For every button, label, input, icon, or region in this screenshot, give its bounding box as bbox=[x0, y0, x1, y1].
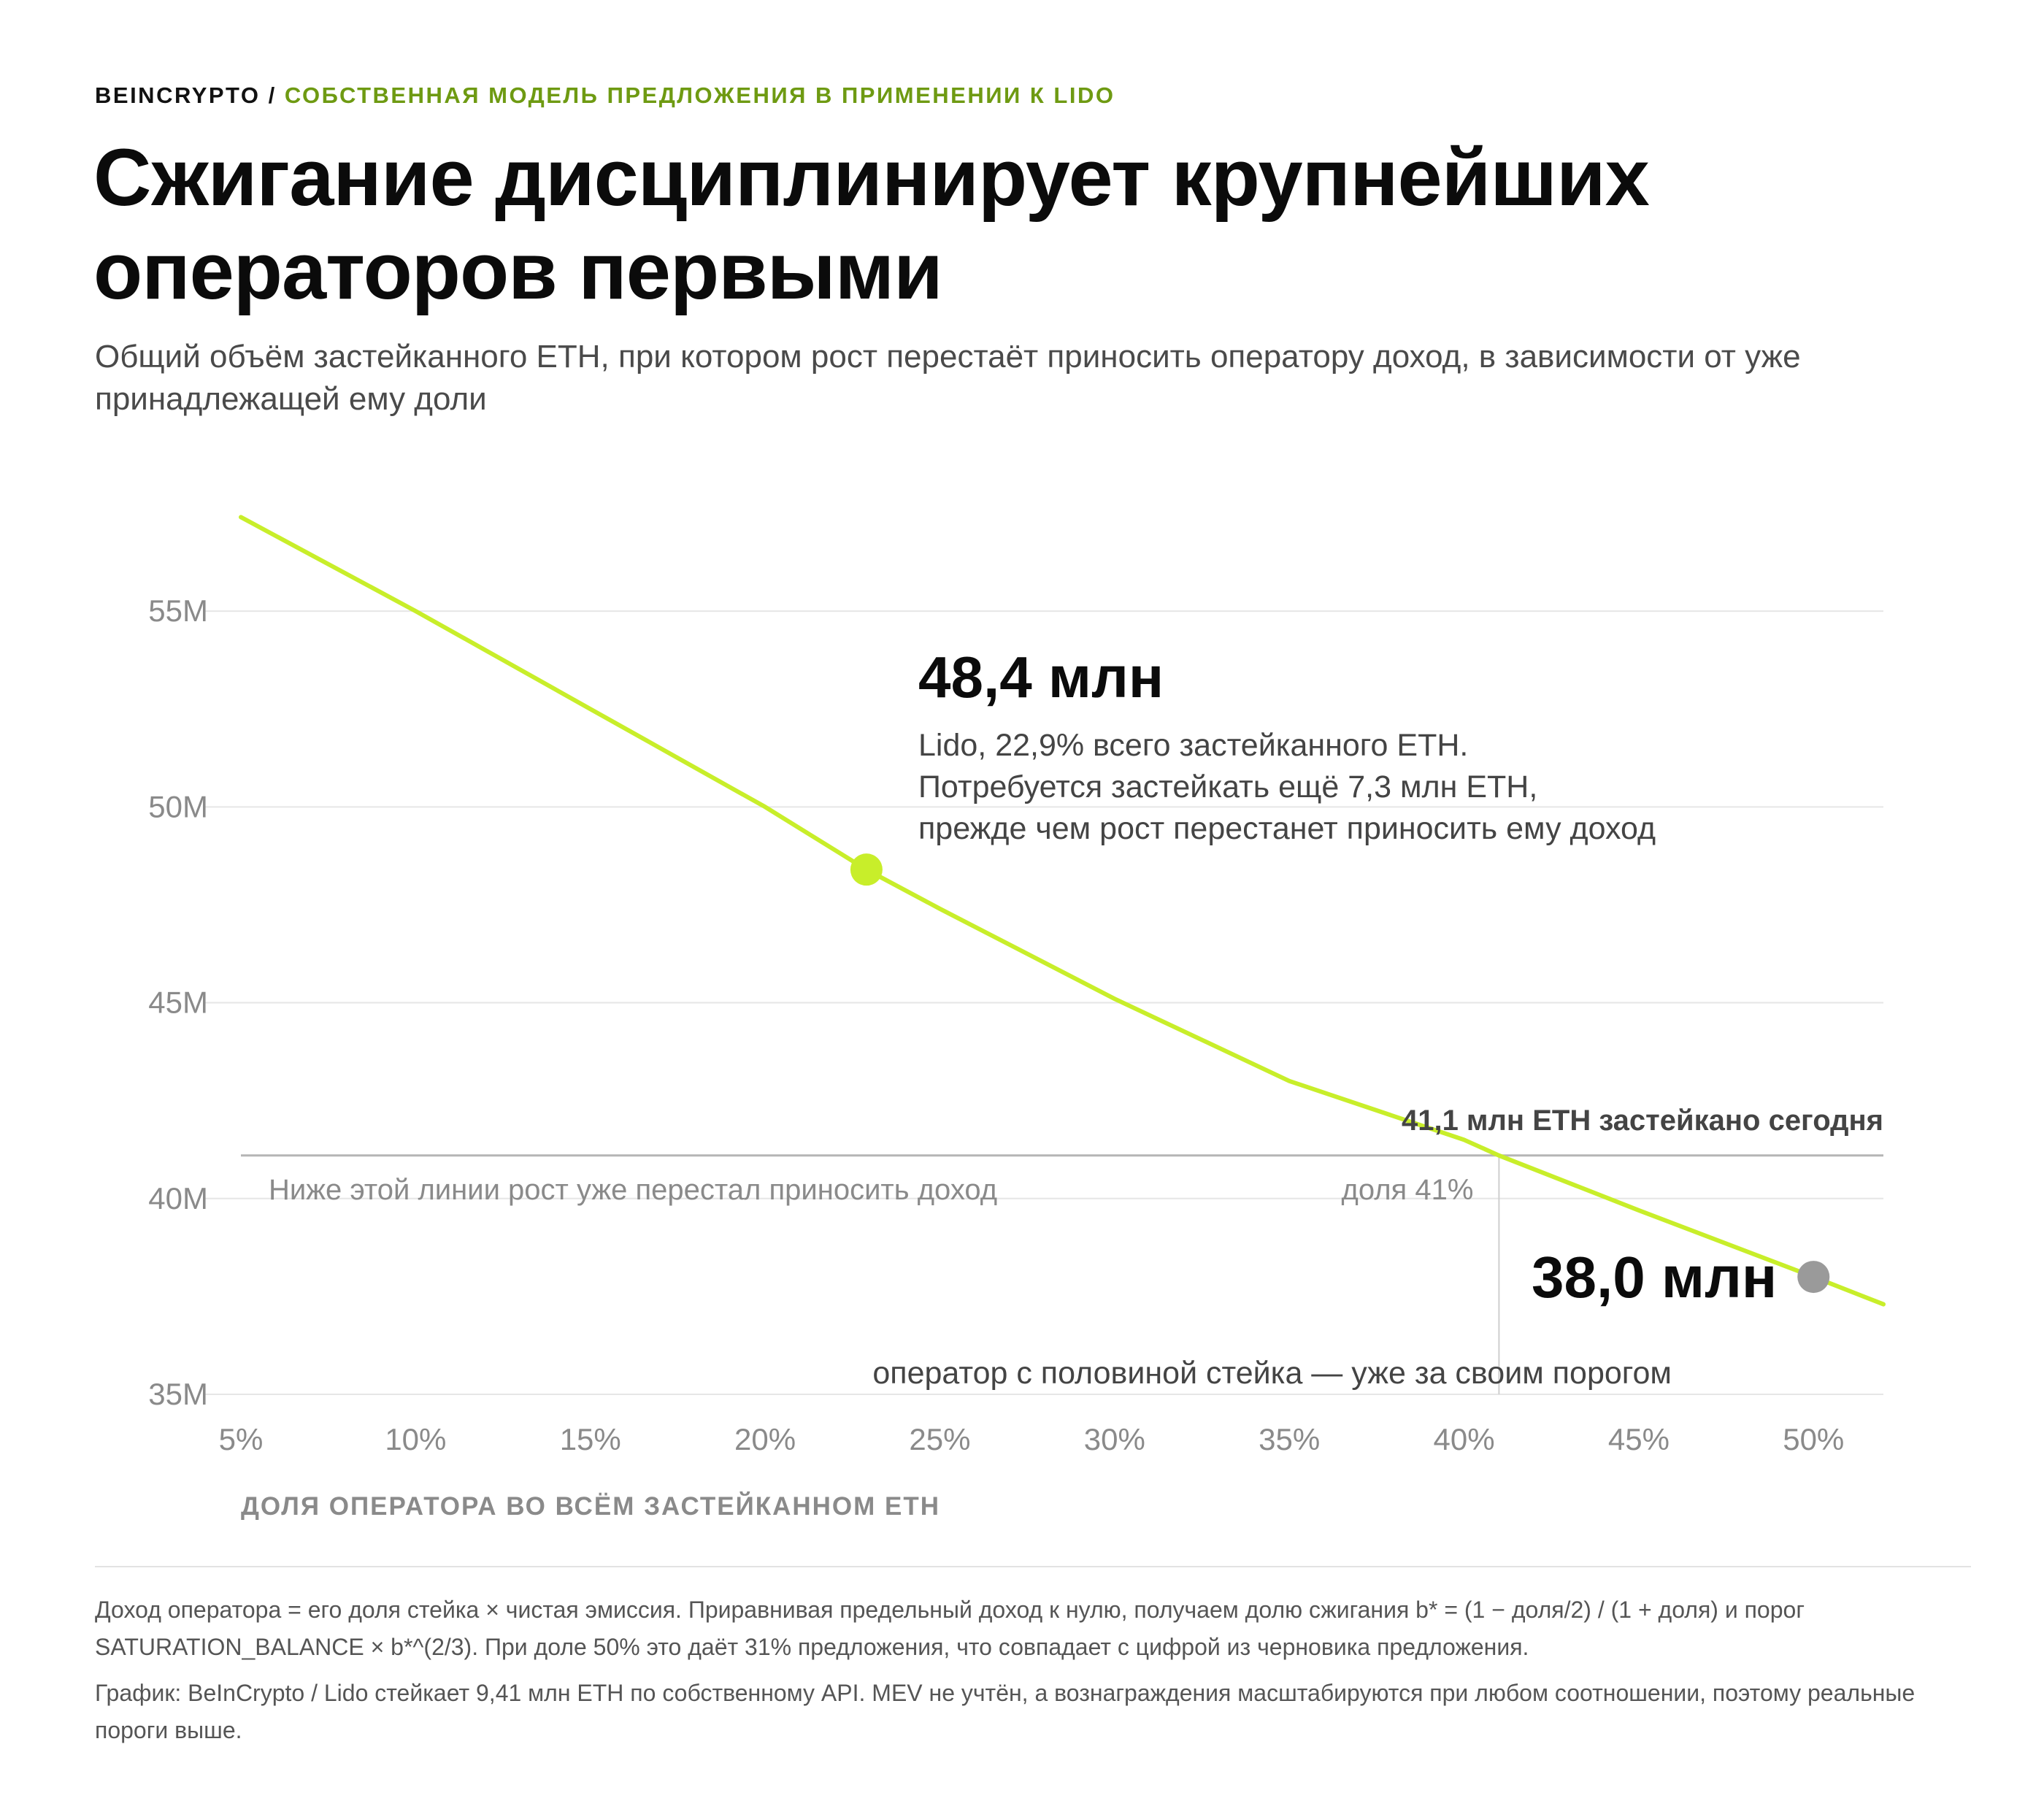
lido-note-line: Lido, 22,9% всего застейканного ETH. bbox=[918, 728, 1468, 763]
methodology-note: Доход оператора = его доля стейка × чист… bbox=[95, 1597, 1805, 1660]
x-tick-label: 25% bbox=[909, 1422, 970, 1456]
source-note: График: BeInCrypto / Lido стейкает 9,41 … bbox=[95, 1680, 1916, 1743]
x-tick-label: 50% bbox=[1783, 1422, 1844, 1456]
x-tick-label: 10% bbox=[385, 1422, 446, 1456]
x-tick-label: 45% bbox=[1608, 1422, 1670, 1456]
half-stake-note: оператор с половиной стейка — уже за сво… bbox=[872, 1356, 1672, 1391]
y-tick-label: 50M bbox=[148, 789, 208, 823]
lido-note-line: Потребуется застейкать ещё 7,3 млн ETH, bbox=[918, 769, 1537, 804]
x-tick-label: 15% bbox=[560, 1422, 621, 1456]
share-marker-label: доля 41% bbox=[1342, 1174, 1474, 1206]
half-stake-point bbox=[1797, 1261, 1830, 1294]
x-tick-label: 5% bbox=[219, 1422, 264, 1456]
kicker: BEINCRYPTO / СОБСТВЕННАЯ МОДЕЛЬ ПРЕДЛОЖЕ… bbox=[95, 82, 1115, 109]
page-subtitle: Общий объём застейканного ETH, при котор… bbox=[95, 339, 1801, 417]
y-tick-label: 45M bbox=[148, 986, 208, 1020]
x-axis-title: ДОЛЯ ОПЕРАТОРА ВО ВСЁМ ЗАСТЕЙКАННОМ ETH bbox=[241, 1491, 940, 1521]
reference-line-label: 41,1 млн ETH застейкано сегодня bbox=[1402, 1105, 1883, 1137]
below-line-note: Ниже этой линии рост уже перестал принос… bbox=[269, 1174, 997, 1206]
y-tick-label: 40M bbox=[148, 1181, 208, 1215]
x-tick-label: 30% bbox=[1084, 1422, 1145, 1456]
y-tick-label: 55M bbox=[148, 594, 208, 628]
x-tick-label: 20% bbox=[734, 1422, 796, 1456]
footer-divider bbox=[95, 1566, 1971, 1567]
lido-value-label: 48,4 млн bbox=[918, 645, 1164, 710]
x-tick-label: 35% bbox=[1259, 1422, 1320, 1456]
lido-point bbox=[850, 853, 883, 886]
half-stake-value-label: 38,0 млн bbox=[1532, 1245, 1777, 1310]
brand-label: BEINCRYPTO bbox=[95, 82, 261, 108]
threshold-curve bbox=[239, 515, 1886, 1307]
kicker-topic: СОБСТВЕННАЯ МОДЕЛЬ ПРЕДЛОЖЕНИЯ В ПРИМЕНЕ… bbox=[284, 82, 1115, 108]
x-tick-label: 40% bbox=[1434, 1422, 1495, 1456]
kicker-separator: / bbox=[260, 82, 285, 108]
threshold-chart: 35M 40M 45M 50M 55M 5% 10% 15% 20% 25% 30% 35% 40% 45… bbox=[148, 515, 1886, 1521]
lido-note-line: прежде чем рост перестанет приносить ему… bbox=[918, 811, 1656, 846]
y-tick-label: 35M bbox=[148, 1377, 208, 1411]
page-title: Сжигание дисциплинирует крупнейших опера… bbox=[93, 133, 1650, 316]
